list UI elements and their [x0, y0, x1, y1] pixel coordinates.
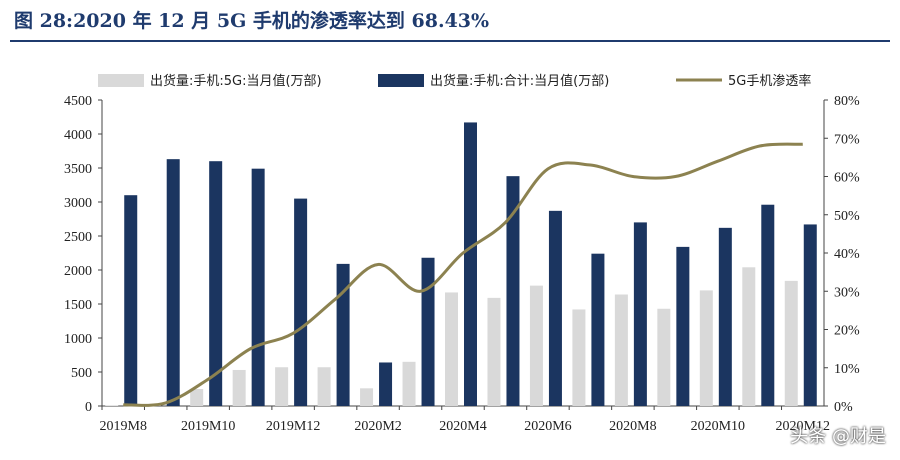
bar-5g-shipment [572, 309, 586, 406]
x-tick-label: 2019M10 [181, 419, 235, 434]
x-tick-label: 2019M8 [100, 419, 147, 434]
bar-5g-shipment [190, 389, 204, 406]
y-right-tick-label: 20% [834, 324, 860, 339]
y-right-tick-label: 80% [834, 94, 860, 109]
bar-total-shipment [718, 227, 732, 406]
bar-5g-shipment [402, 361, 416, 406]
bar-5g-shipment [742, 267, 756, 406]
bar-total-shipment [803, 224, 817, 406]
y-left-tick-label: 3500 [64, 162, 92, 177]
x-tick-label: 2020M10 [691, 419, 745, 434]
bar-5g-shipment [487, 297, 501, 406]
y-left-tick-label: 4000 [64, 128, 92, 143]
y-right-tick-label: 10% [834, 362, 860, 377]
legend-swatch-total-shipment [378, 74, 424, 87]
bar-5g-shipment [232, 369, 246, 406]
bar-total-shipment [124, 195, 138, 406]
bar-5g-shipment [105, 405, 119, 406]
legend-swatch-5g-shipment [98, 74, 144, 87]
bar-5g-shipment [657, 308, 671, 406]
bar-5g-shipment [317, 367, 331, 406]
y-right-tick-label: 0% [834, 400, 853, 415]
bar-total-shipment [591, 253, 605, 406]
y-left-tick-label: 2500 [64, 230, 92, 245]
bar-total-shipment [294, 198, 308, 406]
y-right-tick-label: 60% [834, 171, 860, 186]
bar-total-shipment [251, 168, 265, 406]
watermark: 头条 @财是 [790, 426, 886, 447]
legend-label-total-shipment: 出货量:手机:合计:当月值(万部) [430, 73, 609, 89]
x-tick-label: 2019M12 [266, 419, 320, 434]
bar-5g-shipment [529, 285, 543, 406]
y-left-tick-label: 500 [71, 366, 92, 381]
y-left-tick-label: 3000 [64, 196, 92, 211]
y-right-tick-label: 40% [834, 247, 860, 262]
bar-total-shipment [379, 362, 393, 406]
y-left-tick-label: 1000 [64, 332, 92, 347]
legend-label-5g-shipment: 出货量:手机:5G:当月值(万部) [150, 73, 322, 89]
title-divider [10, 40, 890, 42]
y-right-tick-label: 70% [834, 132, 860, 147]
y-right-tick-label: 30% [834, 285, 860, 300]
chart-title: 图 28:2020 年 12 月 5G 手机的渗透率达到 68.43% [14, 10, 490, 32]
y-left-tick-label: 4500 [64, 94, 92, 109]
bar-total-shipment [506, 176, 520, 406]
line-5g-penetration [123, 142, 803, 407]
x-tick-label: 2020M2 [354, 419, 401, 434]
bar-total-shipment [633, 222, 647, 406]
x-tick-label: 2020M12 [776, 419, 830, 434]
bar-total-shipment [166, 159, 180, 406]
bar-total-shipment [421, 257, 435, 406]
legend-label-5g-penetration: 5G手机渗透率 [728, 73, 811, 89]
x-tick-label: 2020M6 [524, 419, 571, 434]
bar-total-shipment [548, 210, 562, 406]
bar-total-shipment [761, 204, 775, 406]
bar-5g-shipment [360, 388, 374, 406]
bar-total-shipment [209, 161, 223, 406]
bar-total-shipment [336, 263, 350, 406]
bar-5g-shipment [699, 290, 713, 406]
bar-5g-shipment [784, 280, 798, 406]
bar-total-shipment [676, 246, 690, 406]
bar-total-shipment [464, 122, 477, 406]
bar-5g-shipment [614, 294, 628, 406]
x-tick-label: 2020M4 [439, 419, 486, 434]
y-left-tick-label: 1500 [64, 298, 92, 313]
y-right-tick-label: 50% [834, 209, 860, 224]
x-tick-label: 2020M8 [609, 419, 656, 434]
y-left-tick-label: 2000 [64, 264, 92, 279]
bar-5g-shipment [275, 367, 289, 406]
y-left-tick-label: 0 [85, 400, 92, 415]
bar-5g-shipment [445, 292, 458, 406]
